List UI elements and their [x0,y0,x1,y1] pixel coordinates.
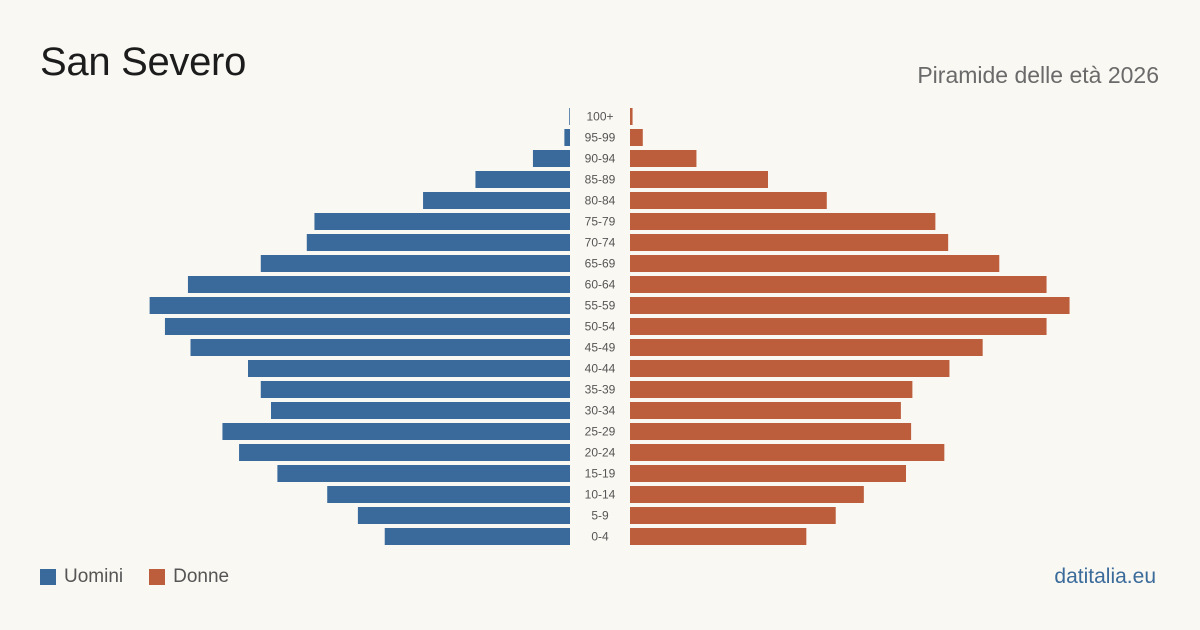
bar-female-100+ [630,108,633,125]
tick-label-55-59: 55-59 [585,299,616,313]
brand-link[interactable]: datitalia.eu [1054,565,1156,588]
bar-female-55-59 [630,297,1070,314]
bar-female-80-84 [630,192,827,209]
bar-female-65-69 [630,255,1000,272]
bar-male-65-69 [260,255,570,272]
tick-label-65-69: 65-69 [585,257,616,271]
bar-male-55-59 [149,297,570,314]
tick-label-35-39: 35-39 [585,383,616,397]
legend-swatch-male [40,569,56,585]
bar-female-90-94 [630,150,697,167]
bar-male-85-89 [475,171,570,188]
legend: Uomini Donne [40,566,255,588]
tick-label-90-94: 90-94 [585,152,616,166]
bar-female-95-99 [630,129,643,146]
bar-male-45-49 [190,339,570,356]
bar-female-25-29 [630,423,912,440]
bar-male-100+ [569,108,570,125]
bar-male-25-29 [222,423,570,440]
bar-female-35-39 [630,381,913,398]
bar-male-70-74 [306,234,570,251]
bar-female-45-49 [630,339,983,356]
tick-label-40-44: 40-44 [585,362,616,376]
bar-male-0-4 [384,528,570,545]
legend-item-female: Donne [149,566,229,588]
chart-title: San Severo [40,40,247,84]
bar-male-50-54 [164,318,570,335]
bar-female-40-44 [630,360,950,377]
tick-label-10-14: 10-14 [585,488,616,502]
legend-label-male: Uomini [64,566,124,587]
tick-label-50-54: 50-54 [585,320,616,334]
bar-male-40-44 [248,360,570,377]
bar-male-30-34 [271,402,570,419]
tick-label-85-89: 85-89 [585,173,616,187]
bar-male-5-9 [357,507,570,524]
tick-label-100+: 100+ [586,110,613,124]
bar-male-60-64 [187,276,570,293]
tick-label-0-4: 0-4 [591,530,609,544]
bar-female-20-24 [630,444,945,461]
legend-swatch-female [149,569,166,585]
tick-label-5-9: 5-9 [591,509,609,523]
bar-male-15-19 [277,465,570,482]
bar-female-60-64 [630,276,1047,293]
tick-label-75-79: 75-79 [585,215,616,229]
bar-female-5-9 [630,507,836,524]
tick-label-45-49: 45-49 [585,341,616,355]
legend-item-male: Uomini [40,566,123,588]
tick-label-25-29: 25-29 [585,425,616,439]
tick-label-60-64: 60-64 [585,278,616,292]
bar-female-15-19 [630,465,906,482]
bar-male-95-99 [564,129,570,146]
tick-label-80-84: 80-84 [585,194,616,208]
tick-label-20-24: 20-24 [585,446,616,460]
bar-female-85-89 [630,171,768,188]
bar-male-80-84 [423,192,570,209]
chart-subtitle: Piramide delle età 2026 [917,62,1159,88]
bar-female-0-4 [630,528,807,545]
bar-male-20-24 [239,444,571,461]
tick-label-30-34: 30-34 [585,404,616,418]
bar-female-10-14 [630,486,864,503]
bar-male-10-14 [327,486,570,503]
bar-female-30-34 [630,402,901,419]
bar-female-75-79 [630,213,936,230]
tick-label-95-99: 95-99 [585,131,616,145]
bar-male-35-39 [260,381,570,398]
bar-male-75-79 [314,213,570,230]
bar-male-90-94 [532,150,570,167]
tick-label-70-74: 70-74 [585,236,616,250]
bar-female-50-54 [630,318,1047,335]
tick-label-15-19: 15-19 [585,467,616,481]
legend-label-female: Donne [173,566,230,587]
bar-female-70-74 [630,234,949,251]
